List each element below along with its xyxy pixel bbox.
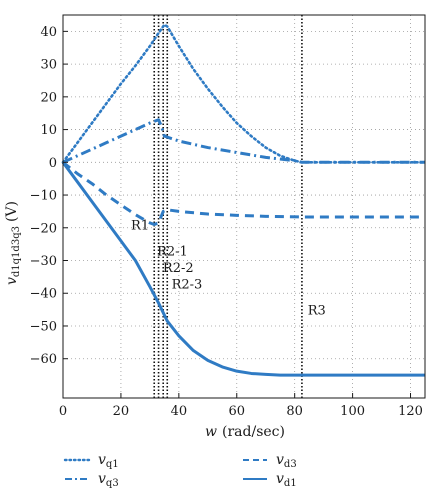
region-label: R1 (131, 218, 149, 233)
legend-label-var: v (276, 452, 284, 468)
region-label: R2-2 (163, 261, 194, 276)
x-tick-label: 0 (59, 404, 67, 419)
grid-layer (63, 15, 425, 398)
x-tick-label: 100 (340, 404, 365, 419)
y-tick-label: −40 (30, 287, 57, 302)
annotation-layer: R1 R2-1R2-2R2-3 R3 (131, 218, 326, 318)
x-axis-label: w (rad/sec) (205, 424, 285, 440)
y-tick-label: −20 (30, 221, 57, 236)
legend-label: vq1 (98, 452, 119, 470)
y-tick-label: −10 (30, 189, 57, 204)
region-boundary-layer (153, 15, 303, 398)
y-tick-label: 10 (40, 123, 57, 138)
plot-frame (62, 14, 426, 399)
legend-label-sub: q1 (106, 459, 119, 470)
y-tick-label: 30 (40, 58, 57, 73)
series-layer (61, 23, 427, 377)
y-tick-label: 20 (40, 90, 57, 105)
y-tick-label: −50 (30, 319, 57, 334)
legend-label-sub: d1 (284, 478, 297, 489)
series-line-d3 (62, 161, 425, 226)
series-line-q1 (61, 23, 427, 164)
x-tick-label: 120 (398, 404, 423, 419)
x-axis-label-unit: (rad/sec) (222, 424, 285, 440)
y-tick-label: 40 (40, 25, 57, 40)
series-line-d1 (61, 161, 425, 377)
legend-label-sub: d3 (284, 459, 297, 470)
region-label: R3 (308, 304, 326, 319)
x-tick-label: 20 (113, 404, 130, 419)
legend-item-q1: vq1 (63, 452, 119, 470)
legend-item-d1: vd1 (243, 471, 297, 489)
region-label: R2-1 (157, 245, 188, 260)
y-axis-label-var: v (4, 277, 20, 285)
x-tick-label: 40 (171, 404, 188, 419)
x-axis-label-var: w (205, 424, 217, 440)
legend-label-sub: q3 (106, 478, 119, 489)
y-tick-label: −60 (30, 352, 57, 367)
legend-item-d3: vd3 (243, 452, 297, 470)
legend-label-var: v (276, 471, 284, 487)
y-tick-label: −30 (30, 254, 57, 269)
y-axis-label-unit: (V) (4, 201, 20, 222)
legend-label-var: v (98, 471, 106, 487)
legend-label: vq3 (98, 471, 119, 489)
plot-frame-layer (62, 14, 426, 399)
legend-item-q3: vq3 (65, 471, 119, 489)
y-axis-label: vd1q1d3q3 (V) (4, 201, 22, 285)
legend-label-var: v (98, 452, 106, 468)
legend-label: vd1 (276, 471, 297, 489)
legend-label: vd3 (276, 452, 297, 470)
x-tick-label: 60 (228, 404, 245, 419)
region-label: R2-3 (172, 277, 203, 292)
tick-label-layer: 0 20 40 60 80 100 120403020100−10−20−30−40−50−… (30, 25, 423, 419)
y-tick-label: 0 (49, 156, 57, 171)
y-axis-label-sub: d1q1d3q3 (11, 226, 22, 277)
x-tick-label: 80 (286, 404, 303, 419)
series-line-q3 (62, 118, 425, 164)
